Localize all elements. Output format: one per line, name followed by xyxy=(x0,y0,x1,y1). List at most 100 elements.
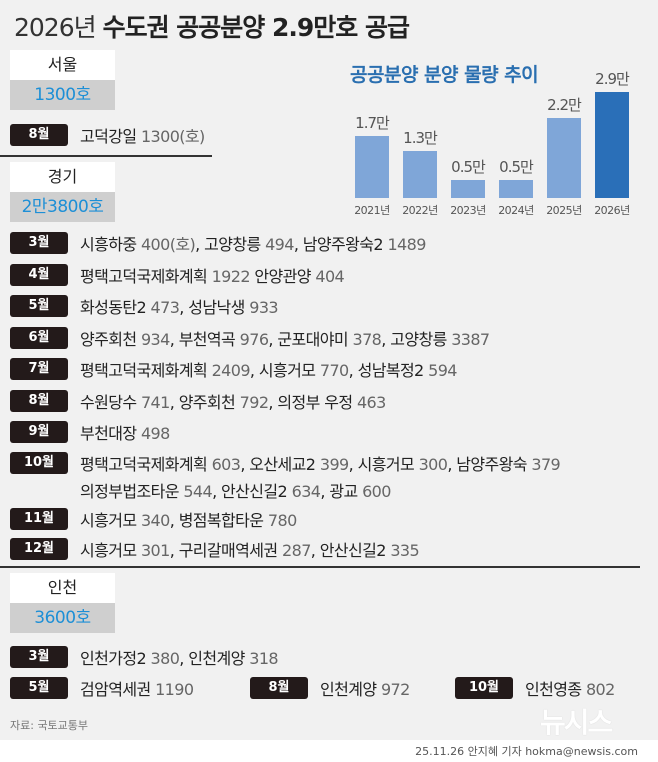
site-name: 시흥거모 xyxy=(80,541,141,560)
region-name: 서울 xyxy=(10,50,115,80)
site-name: , 성남복정2 xyxy=(348,361,429,380)
site-count: 600 xyxy=(362,482,391,501)
bar-value-label: 0.5만 xyxy=(499,157,534,176)
site-name: 검암역세권 xyxy=(80,680,156,699)
site-count: 770 xyxy=(319,361,349,380)
site-name: , 시흥거모 xyxy=(249,361,320,380)
site-name: , 남양주왕숙2 xyxy=(293,235,388,254)
site-count: 380 xyxy=(150,649,180,668)
month-badge: 12월 xyxy=(10,538,68,560)
schedule-row: 10월 인천영종 802 xyxy=(455,676,615,700)
bar-2023년 xyxy=(451,179,485,198)
bar-value-label: 2.2만 xyxy=(547,95,582,114)
month-badge: 3월 xyxy=(10,646,68,668)
region-name: 인천 xyxy=(10,573,115,603)
site-count: 603 xyxy=(211,455,241,474)
schedule-row: 의정부법조타운 544, 안산신길2 634, 광교 600 xyxy=(10,478,391,502)
x-tick-label: 2025년 xyxy=(546,204,582,217)
site-count: 741 xyxy=(140,393,170,412)
site-count: 2409 xyxy=(211,361,251,380)
site-count: 300 xyxy=(418,455,448,474)
site-count: 594 xyxy=(428,361,457,380)
bar-value-label: 1.3만 xyxy=(403,128,438,147)
bar-value-label: 1.7만 xyxy=(355,113,390,132)
divider xyxy=(0,155,212,157)
site-name: , 병점복합타운 xyxy=(169,511,268,530)
x-tick-label: 2026년 xyxy=(594,204,630,217)
site-count: 494 xyxy=(265,235,294,254)
schedule-row: 7월 평택고덕국제화계획 2409, 시흥거모 770, 성남복정2 594 xyxy=(10,357,457,381)
site-count: 1489 xyxy=(387,235,426,254)
bar-2026년 xyxy=(595,92,629,198)
site-count: 340 xyxy=(140,511,170,530)
schedule-row: 8월 고덕강일 1300(호) xyxy=(10,123,205,147)
byline: 25.11.26 안지혜 기자 hokma@newsis.com xyxy=(415,745,638,758)
site-name: , 구리갈매역세권 xyxy=(169,541,283,560)
x-tick-label: 2023년 xyxy=(450,204,486,217)
x-tick-label: 2021년 xyxy=(354,204,390,217)
site-count: 379 xyxy=(531,455,561,474)
site-count: 301 xyxy=(140,541,170,560)
month-badge: 8월 xyxy=(10,124,68,146)
source-note: 자료: 국토교통부 xyxy=(10,719,89,732)
site-count: 404 xyxy=(315,267,345,286)
site-count: 1922 xyxy=(211,267,251,286)
month-badge: 11월 xyxy=(10,508,68,530)
bar-2025년 xyxy=(547,117,581,198)
divider xyxy=(0,566,640,568)
site-count: 335 xyxy=(390,541,420,560)
schedule-row: 8월 인천계양 972 xyxy=(250,676,410,700)
site-count: 318 xyxy=(249,649,278,668)
site-name: 수원당수 xyxy=(80,393,141,412)
bar-2024년 xyxy=(499,179,533,198)
site-name: 화성동탄2 xyxy=(80,298,151,317)
schedule-row: 12월 시흥거모 301, 구리갈매역세권 287, 안산신길2 335 xyxy=(10,537,420,561)
schedule-row: 5월 화성동탄2 473, 성남낙생 933 xyxy=(10,294,279,318)
site-count: 780 xyxy=(267,511,297,530)
site-name: 시흥하중 xyxy=(80,235,141,254)
site-name: 평택고덕국제화계획 xyxy=(80,267,212,286)
site-name: 인천영종 xyxy=(525,680,586,699)
site-name: , 양주회천 xyxy=(169,393,240,412)
site-name: , 고양창릉 xyxy=(381,330,452,349)
site-count: 378 xyxy=(352,330,382,349)
month-badge: 9월 xyxy=(10,421,68,443)
month-badge: 8월 xyxy=(10,390,68,412)
month-badge: 6월 xyxy=(10,327,68,349)
schedule-row: 8월 수원당수 741, 양주회천 792, 의정부 우정 463 xyxy=(10,389,386,413)
month-badge: 10월 xyxy=(455,677,513,699)
region-gyeonggi: 경기 2만3800호 xyxy=(10,162,115,222)
site-name: , 오산세교2 xyxy=(240,455,320,474)
schedule-row: 9월 부천대장 498 xyxy=(10,420,170,444)
site-count: 802 xyxy=(585,680,615,699)
site-name: 안양관양 xyxy=(249,267,316,286)
site-name: , 고양창릉 xyxy=(195,235,266,254)
site-count: 934 xyxy=(140,330,170,349)
region-name: 경기 xyxy=(10,162,115,192)
site-name: , 남양주왕숙 xyxy=(447,455,532,474)
schedule-row: 11월 시흥거모 340, 병점복합타운 780 xyxy=(10,507,297,531)
site-count: 473 xyxy=(150,298,180,317)
schedule-row: 3월 시흥하중 400(호), 고양창릉 494, 남양주왕숙2 1489 xyxy=(10,231,426,255)
site-name: , 안산신길2 xyxy=(212,482,292,501)
region-incheon: 인천 3600호 xyxy=(10,573,115,633)
chart-title: 공공분양 분양 물량 추이 xyxy=(350,64,539,86)
schedule-row: 4월 평택고덕국제화계획 1922 안양관양 404 xyxy=(10,263,345,287)
site-count: 3387 xyxy=(451,330,490,349)
schedule-row: 3월 인천가정2 380, 인천계양 318 xyxy=(10,645,279,669)
site-name: 고덕강일 xyxy=(80,127,141,146)
month-badge: 8월 xyxy=(250,677,308,699)
bar-value-label: 2.9만 xyxy=(595,70,630,89)
site-name: 시흥거모 xyxy=(80,511,141,530)
site-count: 976 xyxy=(239,330,269,349)
schedule-row: 6월 양주회천 934, 부천역곡 976, 군포대야미 378, 고양창릉 33… xyxy=(10,326,490,350)
month-badge: 3월 xyxy=(10,232,68,254)
page-title: 2026년 수도권 공공분양 2.9만호 공급 xyxy=(14,8,410,44)
site-name: 평택고덕국제화계획 xyxy=(80,455,212,474)
site-name: 인천계양 xyxy=(320,680,381,699)
site-name: , 안산신길2 xyxy=(310,541,391,560)
site-name: 의정부법조타운 xyxy=(80,482,184,501)
title-main: 수도권 공공분양 2.9만호 공급 xyxy=(102,13,410,42)
month-badge: 5월 xyxy=(10,295,68,317)
site-count: 463 xyxy=(356,393,386,412)
